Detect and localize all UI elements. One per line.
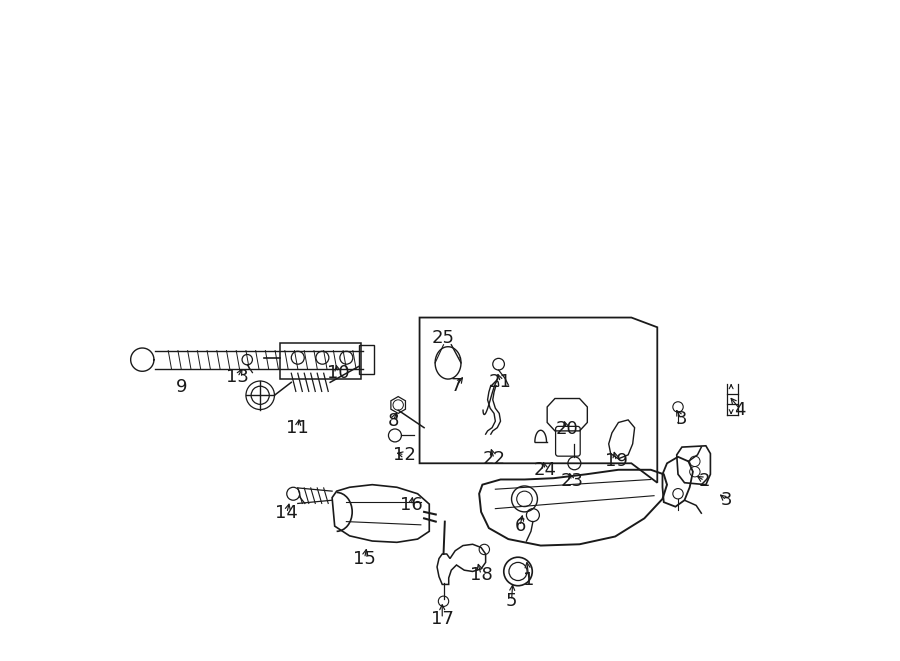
- Text: 16: 16: [400, 496, 422, 514]
- Bar: [280, 343, 361, 379]
- Text: 3: 3: [721, 491, 733, 509]
- Text: 10: 10: [327, 364, 349, 381]
- Text: 7: 7: [451, 377, 463, 395]
- Text: 20: 20: [555, 420, 578, 438]
- Text: 11: 11: [286, 418, 309, 437]
- Text: 3: 3: [676, 410, 687, 428]
- Text: 6: 6: [514, 517, 526, 535]
- Text: 19: 19: [605, 452, 628, 471]
- Text: 17: 17: [431, 609, 454, 628]
- Text: 1: 1: [523, 571, 535, 589]
- Text: 22: 22: [482, 449, 506, 468]
- Text: 4: 4: [734, 401, 746, 418]
- Text: 14: 14: [275, 504, 298, 522]
- Text: 8: 8: [387, 412, 399, 430]
- Text: 5: 5: [506, 592, 518, 609]
- Text: 18: 18: [470, 566, 492, 584]
- Text: 23: 23: [561, 472, 583, 490]
- Text: 21: 21: [489, 373, 512, 391]
- Text: 9: 9: [176, 378, 187, 396]
- Text: 25: 25: [432, 329, 455, 347]
- Bar: [359, 346, 374, 374]
- Text: 15: 15: [353, 549, 376, 568]
- Text: 24: 24: [534, 461, 557, 479]
- Text: 13: 13: [226, 368, 249, 386]
- Text: 2: 2: [698, 472, 710, 490]
- Text: 12: 12: [393, 446, 416, 464]
